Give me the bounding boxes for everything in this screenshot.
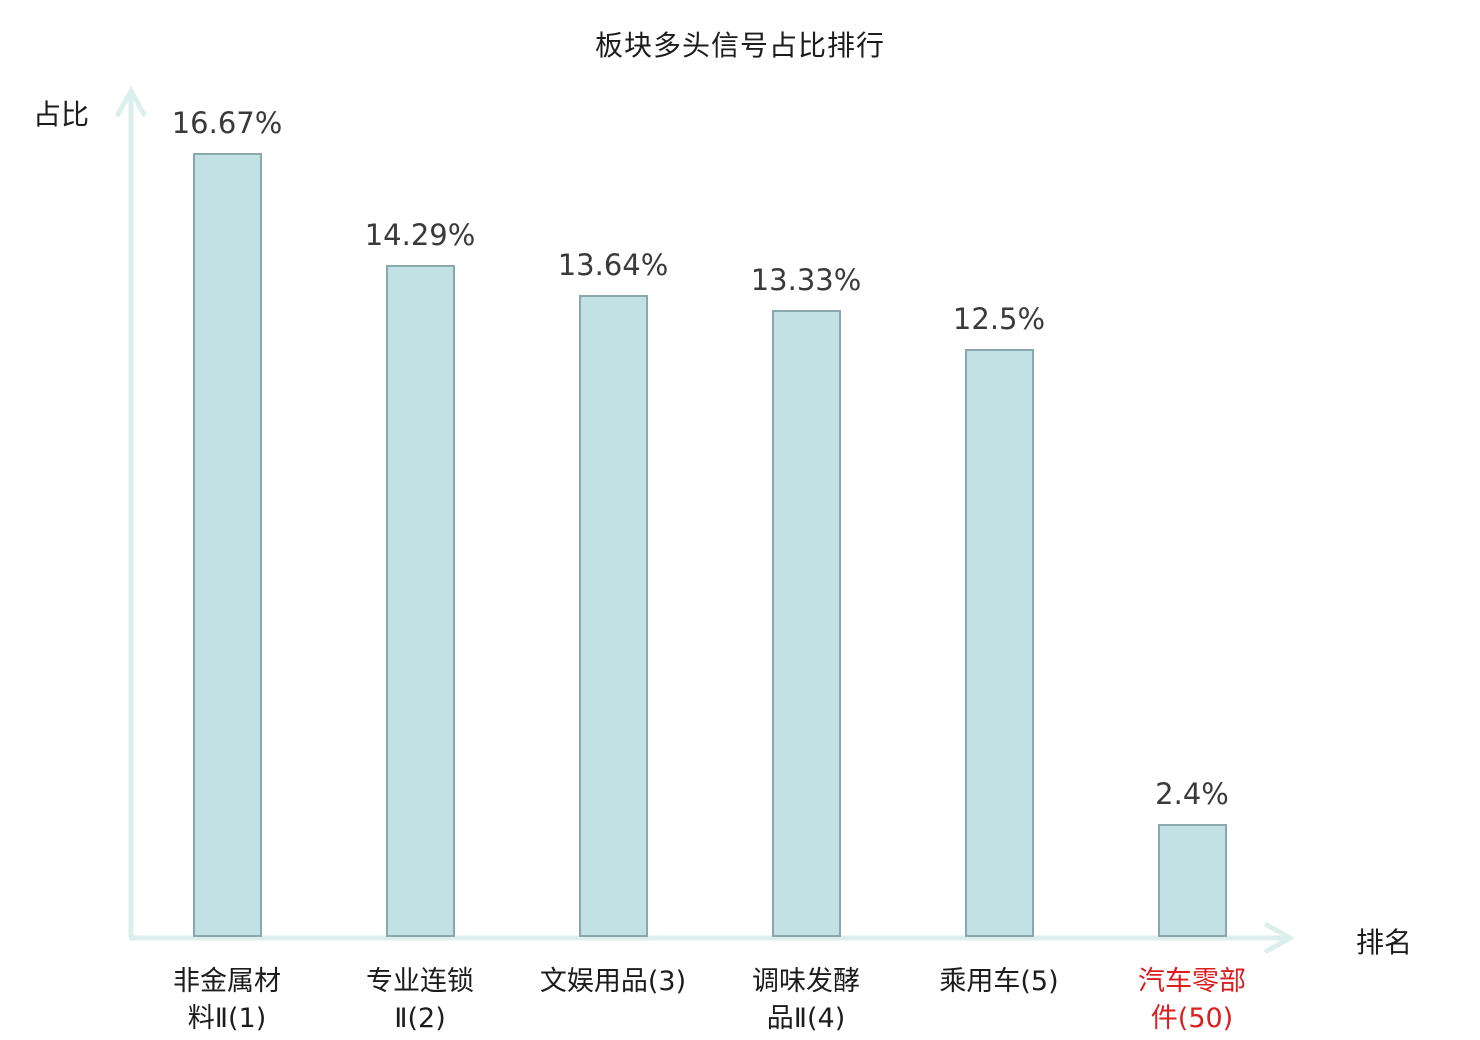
x-axis-label: 排名 (1356, 926, 1413, 959)
value-label-5: 12.5% (952, 302, 1046, 336)
bar-1 (192, 153, 262, 937)
value-label-6: 2.4% (1155, 777, 1229, 811)
y-axis-arrow-icon (114, 85, 148, 118)
category-label-6: 汽车零部 件(50) (1138, 966, 1246, 1034)
category-label-4: 调味发酵 品Ⅱ(4) (752, 966, 860, 1034)
bar-2 (385, 265, 455, 937)
bar-3 (578, 295, 648, 937)
category-label-3: 文娱用品(3) (539, 966, 687, 997)
value-label-4: 13.33% (750, 263, 862, 297)
x-axis-arrow-icon (1263, 921, 1296, 955)
category-label-5: 乘用车(5) (939, 966, 1059, 997)
category-label-1: 非金属材 料Ⅱ(1) (173, 966, 281, 1034)
category-label-2: 专业连锁 Ⅱ(2) (366, 966, 474, 1034)
value-label-2: 14.29% (364, 218, 476, 252)
value-label-3: 13.64% (557, 248, 669, 282)
chart-title: 板块多头信号占比排行 (594, 29, 885, 62)
y-axis-label: 占比 (33, 98, 90, 131)
bar-6 (1157, 824, 1227, 937)
bar-4 (771, 310, 841, 937)
value-label-1: 16.67% (171, 106, 283, 140)
bar-5 (964, 349, 1034, 937)
